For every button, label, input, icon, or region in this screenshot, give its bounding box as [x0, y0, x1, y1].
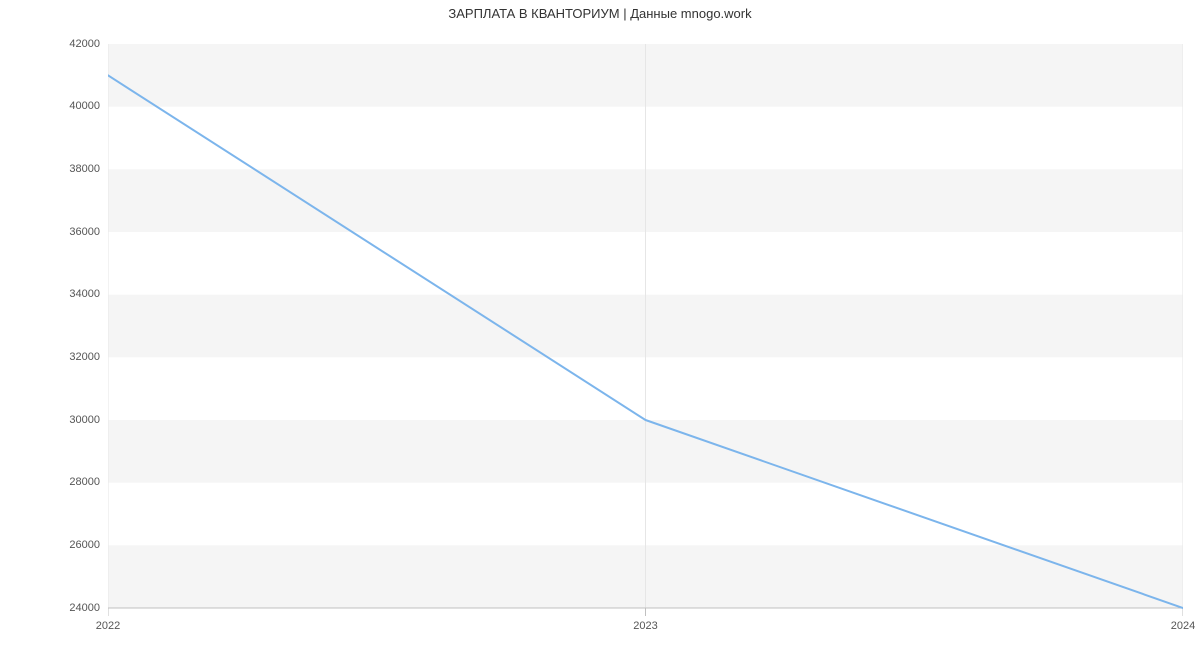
salary-line-chart: ЗАРПЛАТА В КВАНТОРИУМ | Данные mnogo.wor…: [0, 0, 1200, 650]
y-tick-label: 40000: [69, 100, 100, 112]
y-tick-label: 26000: [69, 539, 100, 551]
y-tick-label: 36000: [69, 226, 100, 238]
y-tick-label: 30000: [69, 414, 100, 426]
y-tick-label: 42000: [69, 38, 100, 50]
y-tick-label: 38000: [69, 163, 100, 175]
y-tick-label: 32000: [69, 351, 100, 363]
y-tick-label: 28000: [69, 476, 100, 488]
x-tick-label: 2023: [633, 620, 657, 632]
chart-title: ЗАРПЛАТА В КВАНТОРИУМ | Данные mnogo.wor…: [0, 6, 1200, 21]
x-tick-label: 2022: [96, 620, 120, 632]
y-tick-label: 24000: [69, 602, 100, 614]
chart-plot-svg: [108, 44, 1183, 618]
y-tick-label: 34000: [69, 288, 100, 300]
x-tick-label: 2024: [1171, 620, 1195, 632]
